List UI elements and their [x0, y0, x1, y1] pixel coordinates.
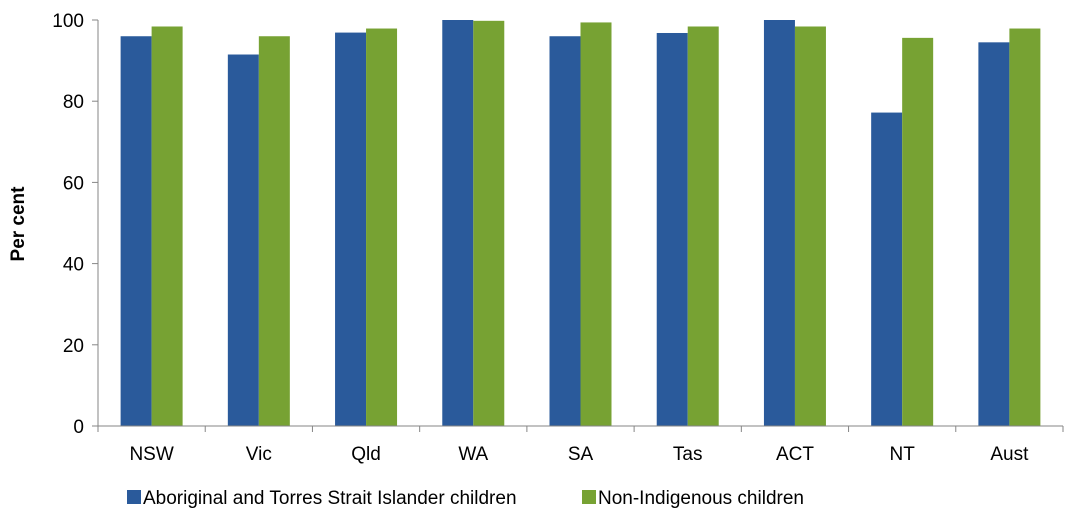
- bar-non-indigenous-nsw: [151, 26, 183, 426]
- bar-non-indigenous-act: [794, 26, 826, 426]
- y-tick-labels: 0 20 40 60 80 100: [52, 11, 84, 438]
- x-tick-label-act: ACT: [776, 444, 814, 465]
- bar-aboriginal-sa: [549, 36, 581, 427]
- bar-aboriginal-wa: [442, 20, 474, 426]
- bar-aboriginal-nsw: [120, 36, 152, 427]
- y-tick-label: 100: [52, 11, 84, 32]
- x-tick-labels: NSW Vic Qld WA SA Tas ACT NT Aust: [129, 444, 1029, 465]
- y-tick-label: 80: [63, 92, 84, 113]
- bar-non-indigenous-vic: [258, 36, 290, 427]
- y-tick-label: 40: [63, 255, 84, 276]
- y-axis-label: Per cent: [8, 186, 29, 262]
- bar-non-indigenous-sa: [580, 22, 612, 426]
- bar-aboriginal-vic: [227, 54, 259, 426]
- legend-swatch-non-indigenous: [582, 490, 596, 504]
- x-tick-label-qld: Qld: [351, 444, 381, 465]
- bar-aboriginal-aust: [978, 42, 1010, 426]
- legend-label-aboriginal: Aboriginal and Torres Strait Islander ch…: [143, 488, 517, 509]
- y-tick-label: 60: [63, 173, 84, 194]
- bar-aboriginal-qld: [335, 32, 367, 426]
- bar-aboriginal-tas: [656, 32, 688, 426]
- legend-swatch-aboriginal: [127, 490, 141, 504]
- bar-non-indigenous-qld: [366, 28, 398, 426]
- x-tick-label-nsw: NSW: [129, 444, 173, 465]
- x-tick-label-vic: Vic: [246, 444, 272, 465]
- x-tick-label-nt: NT: [890, 444, 916, 465]
- legend-label-non-indigenous: Non-Indigenous children: [598, 488, 804, 509]
- bar-non-indigenous-tas: [687, 26, 719, 426]
- bar-aboriginal-nt: [871, 112, 903, 427]
- bar-non-indigenous-aust: [1009, 28, 1041, 426]
- axes-group: [92, 19, 1064, 432]
- y-tick-label: 20: [63, 336, 84, 357]
- y-tick-label: 0: [73, 417, 84, 438]
- bar-aboriginal-act: [763, 20, 795, 426]
- bar-non-indigenous-nt: [902, 37, 934, 426]
- x-tick-label-aust: Aust: [990, 444, 1029, 465]
- bars-group: [120, 20, 1041, 427]
- x-tick-label-sa: SA: [568, 444, 594, 465]
- bar-non-indigenous-wa: [473, 20, 505, 426]
- x-tick-label-tas: Tas: [673, 444, 703, 465]
- x-tick-label-wa: WA: [458, 444, 488, 465]
- legend: Aboriginal and Torres Strait Islander ch…: [127, 488, 804, 509]
